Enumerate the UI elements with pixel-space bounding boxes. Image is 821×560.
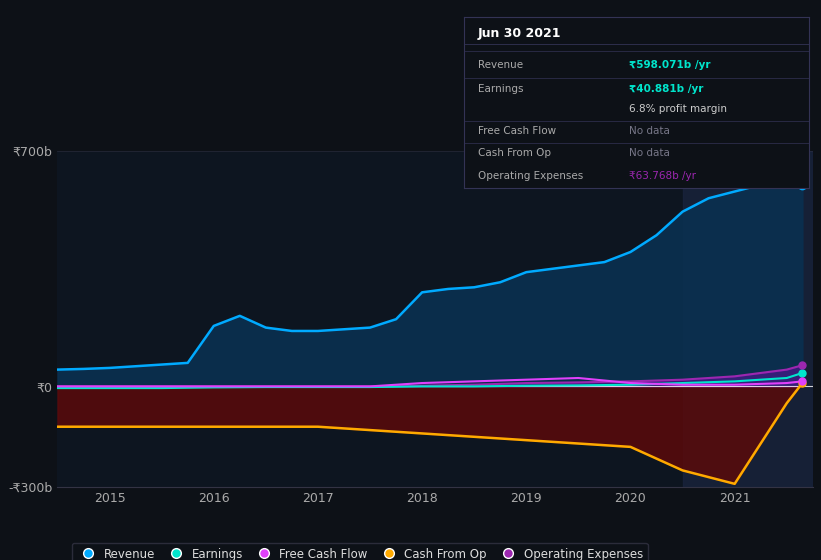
Bar (682, 151, 813, 487)
Text: Jun 30 2021: Jun 30 2021 (478, 27, 562, 40)
Text: No data: No data (630, 126, 670, 136)
Text: Free Cash Flow: Free Cash Flow (478, 126, 556, 136)
Legend: Revenue, Earnings, Free Cash Flow, Cash From Op, Operating Expenses: Revenue, Earnings, Free Cash Flow, Cash … (71, 543, 648, 560)
Text: Revenue: Revenue (478, 59, 523, 69)
Text: Cash From Op: Cash From Op (478, 148, 551, 158)
Text: No data: No data (630, 148, 670, 158)
Text: Operating Expenses: Operating Expenses (478, 171, 583, 181)
Text: 6.8% profit margin: 6.8% profit margin (630, 104, 727, 114)
Text: ₹40.881b /yr: ₹40.881b /yr (630, 83, 704, 94)
Text: ₹63.768b /yr: ₹63.768b /yr (630, 171, 696, 181)
Text: Earnings: Earnings (478, 83, 523, 94)
Text: ₹598.071b /yr: ₹598.071b /yr (630, 59, 711, 69)
